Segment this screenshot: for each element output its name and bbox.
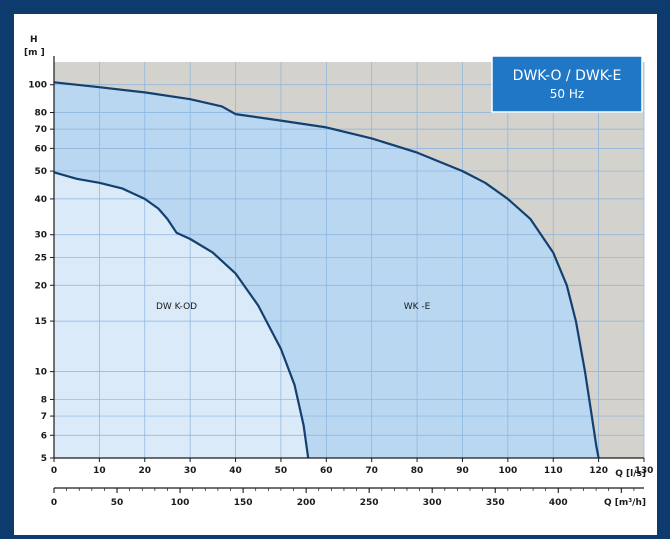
- y-tick-label-10: 10: [34, 368, 47, 378]
- series-label-0: WK -E: [404, 302, 431, 312]
- x-tick-label-70: 70: [365, 466, 378, 476]
- x-tick-label-0: 0: [51, 466, 57, 476]
- x2-tick-label-150: 150: [234, 498, 253, 508]
- y-axis-label: H: [30, 35, 38, 45]
- x-tick-label-80: 80: [411, 466, 424, 476]
- x-axis-label-ls: Q [l/s]: [615, 469, 646, 479]
- y-tick-label-15: 15: [34, 317, 47, 327]
- y-axis-unit: [m ]: [24, 48, 45, 58]
- y-tick-label-6: 6: [41, 431, 47, 441]
- curve-layer: WK -E DW K-OD: [53, 81, 600, 459]
- y-tick-label-80: 80: [34, 109, 47, 119]
- x2-tick-label-100: 100: [171, 498, 190, 508]
- x2-tick-label-350: 350: [486, 498, 505, 508]
- x-tick-label-130: 130: [635, 466, 654, 476]
- y-tick-label-5: 5: [41, 454, 47, 464]
- x-axis-label-m3h: Q [m³/h]: [604, 498, 646, 508]
- y-tick-label-100: 100: [28, 81, 47, 91]
- y-tick-label-70: 70: [34, 125, 47, 135]
- title-box: DWK-O / DWK-E 50 Hz: [491, 55, 643, 113]
- x-tick-label-20: 20: [139, 466, 152, 476]
- x2-tick-label-0: 0: [51, 498, 57, 508]
- x2-tick-label-300: 300: [423, 498, 442, 508]
- y-tick-label-50: 50: [34, 167, 47, 177]
- y-tick-label-60: 60: [34, 144, 47, 154]
- x2-tick-label-250: 250: [360, 498, 379, 508]
- curve-0: [53, 81, 600, 459]
- x-tick-label-40: 40: [229, 466, 242, 476]
- x-tick-label-50: 50: [275, 466, 288, 476]
- title-background: [491, 55, 643, 113]
- chart-subtitle: 50 Hz: [550, 87, 584, 101]
- y-tick-label-30: 30: [34, 231, 47, 241]
- chart-title: DWK-O / DWK-E: [513, 68, 622, 84]
- x2-tick-label-50: 50: [111, 498, 124, 508]
- x-tick-label-100: 100: [498, 466, 517, 476]
- series-label-1: DW K-OD: [156, 302, 197, 312]
- x-tick-label-60: 60: [320, 466, 333, 476]
- y-tick-label-7: 7: [41, 412, 47, 422]
- x2-tick-label-400: 400: [549, 498, 568, 508]
- x-tick-label-110: 110: [544, 466, 563, 476]
- x-tick-label-30: 30: [184, 466, 197, 476]
- axis-layer: 5 6 7 8 10 15 20 25 30 40 50 60 70 80 100 0 10 20 30 40 50 60…: [28, 56, 653, 508]
- x-tick-label-10: 10: [93, 466, 106, 476]
- y-tick-label-8: 8: [41, 395, 47, 405]
- x-tick-label-120: 120: [589, 466, 608, 476]
- y-tick-label-25: 25: [34, 253, 47, 263]
- x2-tick-label-200: 200: [297, 498, 316, 508]
- y-tick-label-40: 40: [34, 195, 47, 205]
- y-tick-label-20: 20: [34, 281, 47, 291]
- x-tick-label-90: 90: [456, 466, 469, 476]
- curve-1: [53, 171, 310, 459]
- area-fill-1: [54, 172, 309, 459]
